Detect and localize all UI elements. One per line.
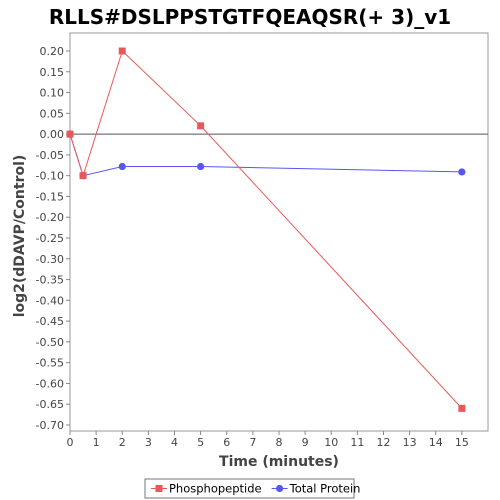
legend-phosphopeptide-label: Phosphopeptide <box>169 482 262 496</box>
y-tick-label: -0.20 <box>36 211 64 224</box>
x-tick-label: 10 <box>324 436 338 449</box>
y-tick-label: -0.10 <box>36 170 64 183</box>
x-tick-label: 7 <box>249 436 256 449</box>
x-tick-label: 12 <box>377 436 391 449</box>
y-tick-label: -0.15 <box>36 190 64 203</box>
x-tick-label: 6 <box>223 436 230 449</box>
y-tick-label: -0.50 <box>36 336 64 349</box>
plot-frame <box>69 32 489 432</box>
y-tick-label: 0.15 <box>40 66 65 79</box>
y-tick-label: -0.55 <box>36 357 64 370</box>
total-protein-point <box>458 168 466 176</box>
phosphopeptide-point <box>79 172 87 180</box>
chart-title: RLLS#DSLPPSTGTFQEAQSR(+ 3)_v1 <box>49 5 451 29</box>
legend: Phosphopeptide Total Protein <box>144 478 361 499</box>
total-protein-point <box>118 162 126 171</box>
total-protein-point <box>197 162 205 171</box>
plot-area: 0.20 0.15 0.10 0.05 0.00 -0.05 -0.10 -0.15 -0.20… <box>36 32 489 449</box>
y-tick-label: -0.45 <box>36 315 64 328</box>
x-tick-label: 11 <box>350 436 364 449</box>
legend-total-protein-label: Total Protein <box>289 482 361 496</box>
x-tick-label: 2 <box>119 436 126 449</box>
y-tick-label: -0.65 <box>36 398 64 411</box>
x-tick-label: 9 <box>302 436 309 449</box>
x-tick-label: 1 <box>93 436 100 449</box>
phosphopeptide-point <box>458 404 466 412</box>
x-tick-label: 8 <box>276 436 283 449</box>
y-tick-label: 0.20 <box>40 45 65 58</box>
phosphopeptide-point <box>197 122 205 130</box>
y-tick-label: -0.25 <box>36 232 64 245</box>
legend-phosphopeptide-marker <box>155 485 163 492</box>
y-tick-label: -0.60 <box>36 377 64 390</box>
x-tick-label: 3 <box>145 436 152 449</box>
y-tick-label: -0.05 <box>36 149 64 162</box>
x-tick-label: 13 <box>403 436 417 449</box>
y-tick-label: -0.30 <box>36 253 64 266</box>
y-tick-label: 0.05 <box>40 107 65 120</box>
y-axis-label: log2(dDAVP/Control) <box>12 155 28 318</box>
x-axis-label: Time (minutes) <box>219 454 339 470</box>
y-tick-label: -0.70 <box>36 419 64 432</box>
legend-box <box>144 478 355 499</box>
x-tick-label: 5 <box>197 436 204 449</box>
y-tick-label: 0.00 <box>40 128 65 141</box>
x-tick-label: 4 <box>171 436 178 449</box>
y-tick-label: -0.35 <box>36 274 64 287</box>
x-tick-label: 0 <box>67 436 74 449</box>
x-tick-label: 15 <box>455 436 469 449</box>
legend-total-protein-marker <box>276 484 284 493</box>
y-tick-label: -0.40 <box>36 294 64 307</box>
x-tick-label: 14 <box>429 436 443 449</box>
phosphopeptide-point <box>66 130 74 138</box>
y-tick-label: 0.10 <box>40 87 65 100</box>
phosphopeptide-point <box>118 47 126 55</box>
